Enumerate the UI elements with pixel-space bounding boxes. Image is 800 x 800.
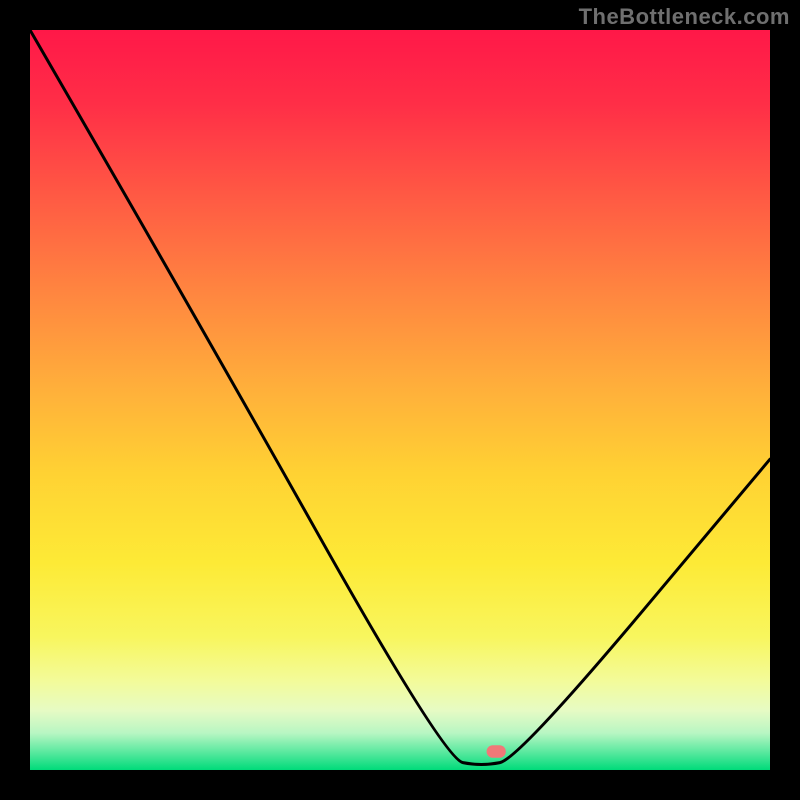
plot-background — [30, 30, 770, 770]
attribution-label: TheBottleneck.com — [579, 4, 790, 30]
chart-frame: TheBottleneck.com — [0, 0, 800, 800]
sweet-spot-marker — [487, 745, 506, 758]
bottleneck-chart — [0, 0, 800, 800]
